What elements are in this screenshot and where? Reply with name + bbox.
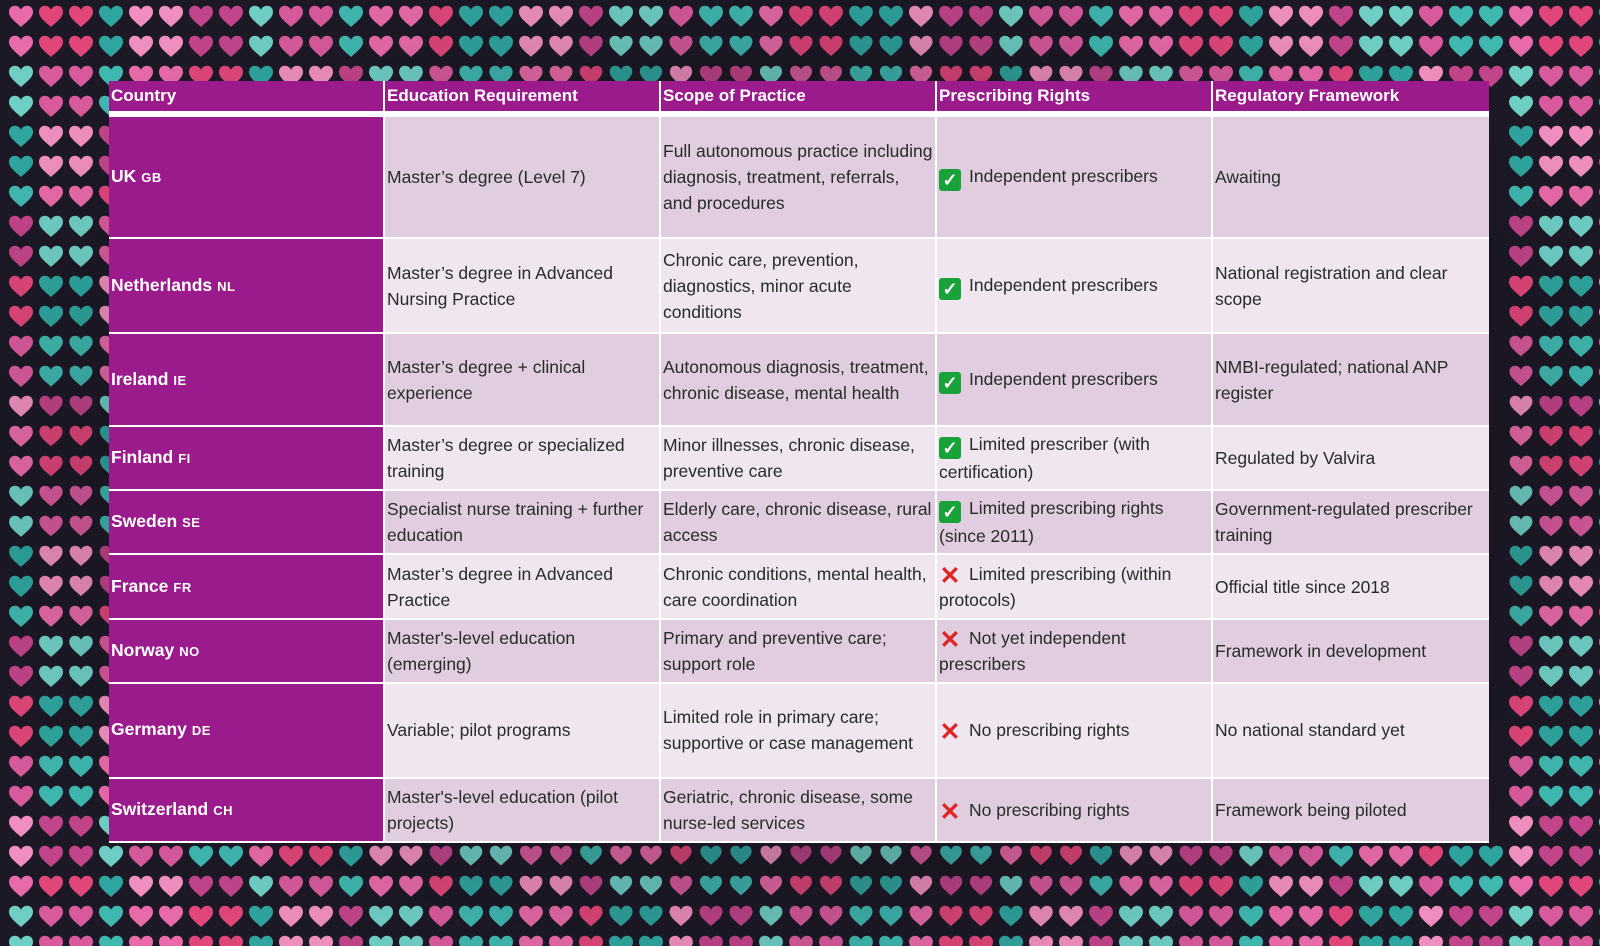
- scope-cell: Autonomous diagnosis, treatment, chronic…: [661, 334, 937, 428]
- education-cell: Specialist nurse training + further educ…: [385, 491, 661, 556]
- country-name: Sweden: [111, 511, 178, 532]
- check-icon: ✓: [939, 169, 961, 192]
- country-code: NL: [217, 278, 236, 294]
- regulatory-cell: National registration and clear scope: [1213, 239, 1489, 335]
- prescribing-cell: ✓ Independent prescribers: [937, 117, 1213, 240]
- country-code: CH: [213, 802, 234, 818]
- country-cell: Finland FI: [109, 427, 385, 492]
- cross-icon: ✕: [939, 625, 961, 654]
- table-row: Switzerland CH Master's-level education (p…: [109, 778, 1489, 843]
- scope-cell: Chronic care, prevention, diagnostics, m…: [661, 239, 937, 335]
- regulatory-cell: Framework being piloted: [1213, 778, 1489, 843]
- regulatory-cell: Awaiting: [1213, 117, 1489, 240]
- country-cell: Germany DE: [109, 683, 385, 779]
- table-row: Germany DE Variable; pilot programs Limited…: [109, 683, 1489, 779]
- header-education: Education Requirement: [385, 81, 661, 117]
- table-row: Netherlands NL Master’s degree in Advanced…: [109, 239, 1489, 335]
- regulatory-cell: Framework in development: [1213, 619, 1489, 684]
- country-name: Netherlands: [111, 274, 213, 295]
- prescribing-text: No prescribing rights: [969, 799, 1130, 820]
- country-name: UK: [111, 166, 137, 187]
- comparison-table-container: Country Education Requirement Scope of P…: [109, 81, 1489, 843]
- check-icon: ✓: [939, 277, 961, 300]
- country-code: FI: [178, 451, 191, 467]
- table-header-row: Country Education Requirement Scope of P…: [109, 81, 1489, 117]
- table-row: France FR Master’s degree in Advanced Prac…: [109, 555, 1489, 620]
- prescribing-cell: ✓ Independent prescribers: [937, 239, 1213, 335]
- country-cell: Sweden SE: [109, 491, 385, 556]
- scope-cell: Full autonomous practice including diagn…: [661, 117, 937, 240]
- education-cell: Variable; pilot programs: [385, 683, 661, 779]
- scope-cell: Minor illnesses, chronic disease, preven…: [661, 427, 937, 492]
- prescribing-text: Independent prescribers: [969, 368, 1158, 389]
- prescribing-cell: ✓ Limited prescribing rights (since 2011): [937, 491, 1213, 556]
- scope-cell: Chronic conditions, mental health, care …: [661, 555, 937, 620]
- table-row: Norway NO Master's-level education (emergi…: [109, 619, 1489, 684]
- table-row: Finland FI Master’s degree or specialized …: [109, 427, 1489, 492]
- cross-icon: ✕: [939, 797, 961, 826]
- prescribing-text: Independent prescribers: [969, 166, 1158, 187]
- regulatory-cell: Regulated by Valvira: [1213, 427, 1489, 492]
- education-cell: Master's-level education (emerging): [385, 619, 661, 684]
- scope-cell: Primary and preventive care; support rol…: [661, 619, 937, 684]
- prescribing-cell: ✕ No prescribing rights: [937, 778, 1213, 843]
- education-cell: Master’s degree in Advanced Practice: [385, 555, 661, 620]
- education-cell: Master’s degree or specialized training: [385, 427, 661, 492]
- cross-icon: ✕: [939, 561, 961, 590]
- prescribing-cell: ✕ Not yet independent prescribers: [937, 619, 1213, 684]
- country-name: Switzerland: [111, 798, 209, 819]
- prescribing-text: Independent prescribers: [969, 274, 1158, 295]
- country-code: DE: [191, 723, 211, 739]
- scope-cell: Limited role in primary care; supportive…: [661, 683, 937, 779]
- regulatory-cell: Official title since 2018: [1213, 555, 1489, 620]
- education-cell: Master's-level education (pilot projects…: [385, 778, 661, 843]
- cross-icon: ✕: [939, 718, 961, 747]
- header-scope: Scope of Practice: [661, 81, 937, 117]
- country-cell: France FR: [109, 555, 385, 620]
- country-cell: UK GB: [109, 117, 385, 240]
- scope-cell: Elderly care, chronic disease, rural acc…: [661, 491, 937, 556]
- prescribing-cell: ✓ Limited prescriber (with certification): [937, 427, 1213, 492]
- check-icon: ✓: [939, 501, 961, 524]
- prescribing-text: Not yet independent prescribers: [939, 627, 1126, 674]
- education-cell: Master’s degree + clinical experience: [385, 334, 661, 428]
- prescribing-cell: ✕ Limited prescribing (within protocols): [937, 555, 1213, 620]
- check-icon: ✓: [939, 371, 961, 394]
- prescribing-text: Limited prescriber (with certification): [939, 434, 1150, 483]
- prescribing-text: No prescribing rights: [969, 720, 1130, 741]
- header-regulatory: Regulatory Framework: [1213, 81, 1489, 117]
- education-cell: Master’s degree (Level 7): [385, 117, 661, 240]
- header-country: Country: [109, 81, 385, 117]
- prescribing-text: Limited prescribing (within protocols): [939, 563, 1172, 610]
- prescribing-cell: ✕ No prescribing rights: [937, 683, 1213, 779]
- country-name: Ireland: [111, 368, 169, 389]
- country-name: Finland: [111, 447, 174, 468]
- country-code: IE: [173, 372, 187, 388]
- country-name: Germany: [111, 719, 187, 740]
- country-cell: Norway NO: [109, 619, 385, 684]
- prescribing-text: Limited prescribing rights (since 2011): [939, 498, 1164, 547]
- regulatory-cell: Government-regulated prescriber training: [1213, 491, 1489, 556]
- country-code: FR: [173, 579, 192, 595]
- education-cell: Master’s degree in Advanced Nursing Prac…: [385, 239, 661, 335]
- country-name: Norway: [111, 639, 175, 660]
- header-prescribing: Prescribing Rights: [937, 81, 1213, 117]
- country-cell: Netherlands NL: [109, 239, 385, 335]
- country-code: NO: [179, 643, 200, 659]
- comparison-table: Country Education Requirement Scope of P…: [109, 81, 1489, 843]
- table-row: Sweden SE Specialist nurse training + furt…: [109, 491, 1489, 556]
- country-cell: Switzerland CH: [109, 778, 385, 843]
- check-icon: ✓: [939, 437, 961, 460]
- country-name: France: [111, 575, 169, 596]
- regulatory-cell: No national standard yet: [1213, 683, 1489, 779]
- table-row: Ireland IE Master’s degree + clinical expe…: [109, 334, 1489, 428]
- country-code: SE: [182, 515, 201, 531]
- country-cell: Ireland IE: [109, 334, 385, 428]
- regulatory-cell: NMBI-regulated; national ANP register: [1213, 334, 1489, 428]
- country-code: GB: [141, 170, 162, 186]
- scope-cell: Geriatric, chronic disease, some nurse-l…: [661, 778, 937, 843]
- prescribing-cell: ✓ Independent prescribers: [937, 334, 1213, 428]
- table-row: UK GB Master’s degree (Level 7) Full autono…: [109, 117, 1489, 240]
